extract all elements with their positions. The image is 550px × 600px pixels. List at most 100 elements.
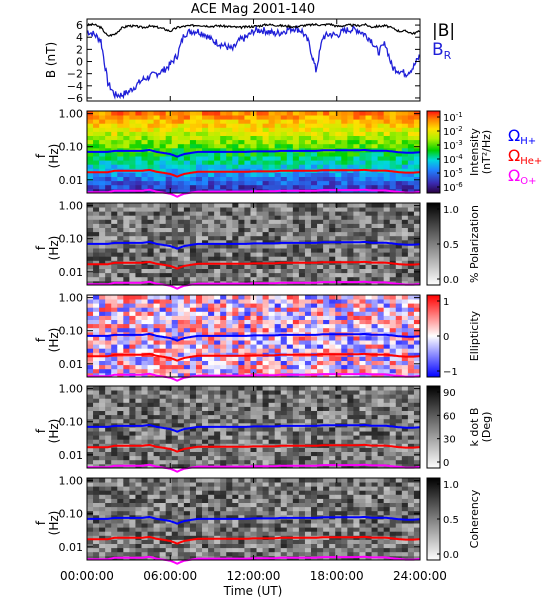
colorbar-tick-label: 90 (443, 388, 456, 399)
x-axis: 00:00:00 06:00:00 12:00:00 18:00:00 24:00:00… (60, 569, 447, 598)
colorbar-tick-label: 0.5 (443, 240, 459, 251)
heplus-gyro-line (87, 260, 421, 270)
colorbar-tick-label: 30 (443, 435, 456, 446)
hplus-gyro-line (87, 332, 420, 342)
y-tick-label: 1.00 (59, 200, 84, 213)
kdotb-colorbar: 90 60 30 0 k dot B (Deg) (426, 385, 493, 469)
colorbar-tick-label: −1 (443, 367, 458, 378)
legend-bmag: |B| (432, 21, 455, 41)
colorbar-label: % Polarization (468, 205, 481, 283)
panel-ellipticity: 1.00 0.10 0.01 f (Hz) 1 0 −1 Ellipticity (34, 292, 481, 382)
coherency-heatmap (87, 478, 421, 561)
y-tick-label: 0.01 (59, 174, 84, 187)
colorbar-label: Intensity (468, 128, 481, 176)
freq-ylabel-unit: (Hz) (47, 328, 61, 353)
colorbar-tick-label: 1.0 (443, 205, 459, 216)
panel-kdotb: 1.00 0.10 0.01 f (Hz) 90 60 30 0 k dot B (Deg) (34, 383, 493, 473)
chart-title: ACE Mag 2001-140 (191, 2, 315, 17)
freq-ylabel: f (34, 153, 48, 158)
br-series-line (86, 24, 421, 100)
colorbar-tick-label: 1.0 (443, 480, 459, 491)
b-y-tick-label: −4 (67, 80, 83, 93)
colorbar-label: Ellipticity (468, 310, 481, 361)
hplus-gyro-line (87, 148, 420, 158)
colorbar-tick-label: 10-5 (443, 167, 463, 180)
colorbar-tick-label: 1 (443, 297, 449, 308)
freq-ylabel-unit: (Hz) (47, 419, 61, 444)
y-tick-label: 0.01 (59, 449, 84, 462)
x-axis-label: Time (UT) (223, 584, 283, 598)
colorbar-label-unit: (nT²/Hz) (480, 130, 493, 174)
colorbar-tick-label: 0 (443, 458, 449, 469)
freq-ylabel-unit: (Hz) (47, 511, 61, 536)
intensity-colorbar: 10-110-210-310-410-510-6 Intensity (nT²/Hz… (426, 110, 493, 194)
colorbar-label: Coherency (468, 489, 481, 548)
b-y-tick-label: −2 (67, 68, 83, 81)
colorbar-tick-label: 0 (443, 332, 449, 343)
colorbar-tick-label: 10-4 (443, 153, 463, 166)
hplus-gyro-line (87, 515, 420, 525)
colorbar-tick-label: 10-2 (443, 125, 463, 138)
heplus-gyro-line (87, 443, 421, 453)
heplus-gyro-line (87, 352, 421, 362)
b-y-tick-label: 0 (76, 56, 83, 69)
x-tick-label: 06:00:00 (143, 569, 197, 583)
y-tick-label: 1.00 (59, 475, 84, 488)
legend-br: BR (432, 40, 452, 62)
y-tick-label: 1.00 (59, 292, 84, 305)
freq-ylabel: f (34, 337, 48, 342)
polarization-colorbar: 1.0 0.5 0.0 % Polarization (426, 202, 481, 286)
freq-ylabel: f (34, 520, 48, 525)
b-y-tick-label: 4 (76, 31, 83, 44)
heplus-gyro-line (87, 535, 421, 545)
legend-omega-heplus: ΩHe+ (508, 146, 542, 167)
y-tick-label: 1.00 (59, 383, 84, 396)
b-legend: |B| BR ΩH+ΩHe+ΩO+ (432, 21, 542, 187)
y-tick-label: 0.10 (59, 508, 84, 521)
x-tick-label: 24:00:00 (393, 569, 447, 583)
colorbar-label-unit: (Deg) (480, 412, 493, 443)
y-tick-label: 0.10 (59, 141, 84, 154)
x-tick-label: 12:00:00 (227, 569, 281, 583)
legend-omega-hplus: ΩH+ (508, 126, 536, 147)
x-tick-label: 18:00:00 (310, 569, 364, 583)
colorbar-tick-label: 0.5 (443, 515, 459, 526)
colorbar-label: k dot B (468, 408, 481, 447)
y-tick-label: 0.01 (59, 541, 84, 554)
panel-polarization: 1.00 0.10 0.01 f (Hz) 1.0 0.5 0.0 % Polarization (34, 200, 481, 290)
colorbar-tick-label: 10-3 (443, 139, 463, 152)
y-tick-label: 0.10 (59, 416, 84, 429)
panel-intensity: 1.00 0.10 0.01 f (Hz) 10-110-210-310-410-510-… (34, 108, 493, 198)
b-ylabel: B (nT) (44, 42, 58, 78)
y-tick-label: 1.00 (59, 108, 84, 121)
y-tick-label: 0.10 (59, 233, 84, 246)
colorbar-tick-label: 60 (443, 411, 456, 422)
b-y-tick-label: −6 (67, 92, 83, 105)
ellipticity-colorbar: 1 0 −1 Ellipticity (426, 294, 481, 378)
x-tick-label: 00:00:00 (60, 569, 114, 583)
colorbar-tick-label: 10-6 (443, 181, 463, 194)
b-y-tick-label: 2 (76, 43, 83, 56)
y-tick-label: 0.01 (59, 358, 84, 371)
freq-ylabel-unit: (Hz) (47, 144, 61, 169)
bmag-series-line (86, 22, 421, 37)
freq-ylabel: f (34, 428, 48, 433)
colorbar-tick-label: 0.0 (443, 550, 459, 561)
hplus-gyro-line (87, 423, 420, 433)
y-tick-label: 0.01 (59, 266, 84, 279)
freq-ylabel-unit: (Hz) (47, 236, 61, 261)
omega-legend: ΩH+ΩHe+ΩO+ (508, 126, 542, 187)
colorbar-tick-label: 10-1 (443, 111, 463, 124)
coherency-colorbar: 1.0 0.5 0.0 Coherency (426, 477, 481, 561)
heplus-gyro-line (87, 168, 421, 178)
b-y-tick-label: 6 (76, 19, 83, 32)
freq-ylabel: f (34, 245, 48, 250)
y-tick-label: 0.10 (59, 325, 84, 338)
legend-omega-oplus: ΩO+ (508, 166, 536, 187)
panel-coherency: 1.00 0.10 0.01 f (Hz) 1.0 0.5 0.0 Coherency (34, 475, 481, 565)
hplus-gyro-line (87, 240, 420, 250)
colorbar-tick-label: 0.0 (443, 275, 459, 286)
